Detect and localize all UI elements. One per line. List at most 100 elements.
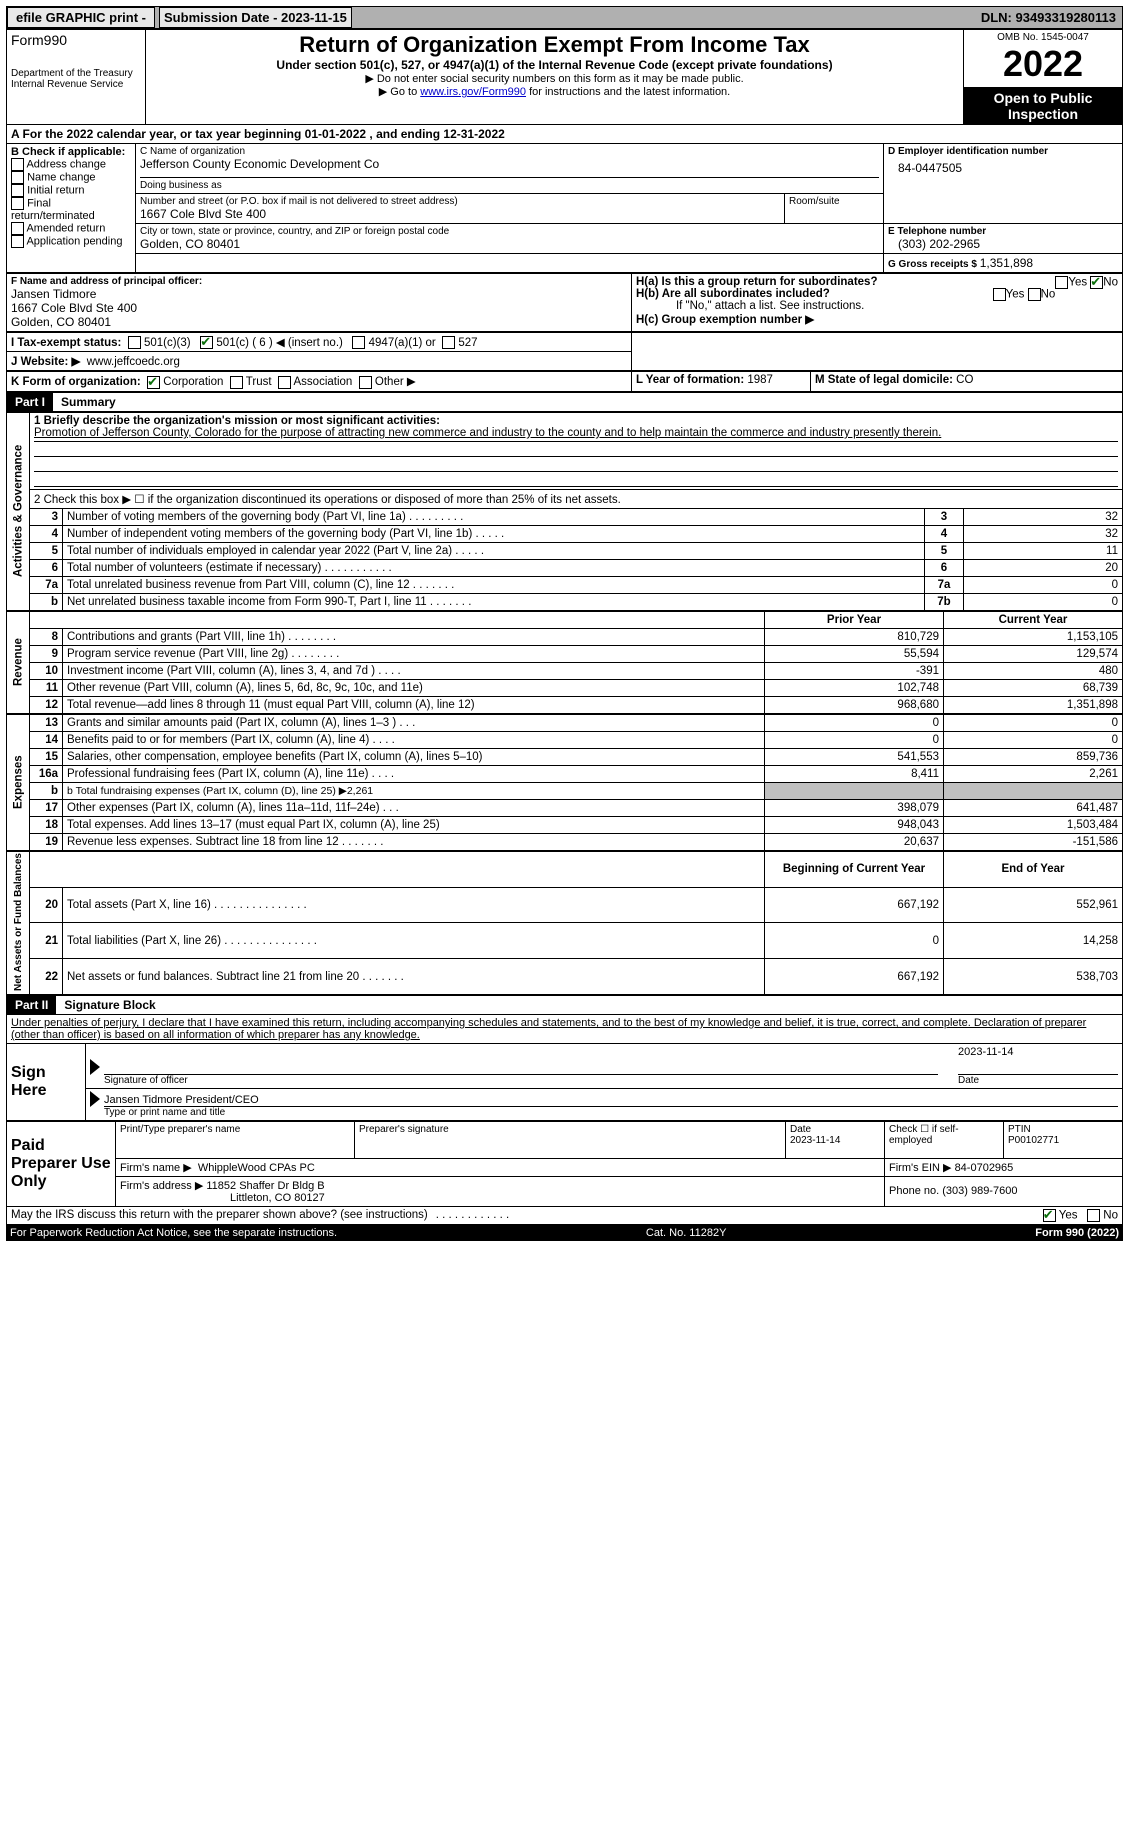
ln5-no: 5 [30, 542, 63, 559]
opt-name: Name change [27, 171, 96, 183]
state-domicile: CO [956, 374, 973, 386]
d-label: D Employer identification number [888, 146, 1118, 157]
e19-txt: Revenue less expenses. Subtract line 18 … [63, 833, 765, 850]
efile-button[interactable]: efile GRAPHIC print - [7, 7, 155, 28]
k-corp: Corporation [163, 376, 223, 388]
e13-cy: 0 [944, 714, 1123, 731]
check-trust[interactable] [230, 376, 243, 389]
year-formation: 1987 [747, 374, 773, 386]
vlabel-activities: Activities & Governance [7, 412, 30, 610]
check-501c[interactable] [200, 336, 213, 349]
check-527[interactable] [442, 336, 455, 349]
n21-cy: 14,258 [944, 923, 1123, 959]
n21-no: 21 [30, 923, 63, 959]
check-pending[interactable] [11, 235, 24, 248]
mission-text: Promotion of Jefferson County, Colorado … [34, 427, 1118, 442]
hb-yes-label: Yes [1006, 289, 1025, 301]
ln7a-val: 0 [964, 576, 1123, 593]
check-assoc[interactable] [278, 376, 291, 389]
dba-label: Doing business as [140, 177, 879, 191]
ptin: P00102771 [1008, 1135, 1059, 1146]
check-name-change[interactable] [11, 171, 24, 184]
gross-receipts: 1,351,898 [980, 256, 1033, 270]
ln3-val: 32 [964, 508, 1123, 525]
check-final[interactable] [11, 197, 24, 210]
c-name-label: C Name of organization [140, 146, 879, 157]
check-other[interactable] [359, 376, 372, 389]
irs-link[interactable]: www.irs.gov/Form990 [420, 86, 526, 98]
hc-label: H(c) Group exemption number ▶ [636, 312, 1118, 326]
r8-py: 810,729 [765, 628, 944, 645]
ln6-box: 6 [925, 559, 964, 576]
goto-pre: ▶ Go to [379, 86, 420, 98]
mission-blank2 [34, 457, 1118, 472]
b-label: B Check if applicable: [11, 146, 125, 158]
e13-no: 13 [30, 714, 63, 731]
e16a-py: 8,411 [765, 765, 944, 782]
room-label: Room/suite [789, 196, 879, 207]
goto-line: ▶ Go to www.irs.gov/Form990 for instruct… [150, 85, 959, 98]
check-4947[interactable] [352, 336, 365, 349]
e16b-cy [944, 782, 1123, 799]
sig-date: 2023-11-14 [958, 1046, 1118, 1075]
begin-year-header: Beginning of Current Year [765, 851, 944, 887]
discuss-no-check[interactable] [1087, 1209, 1100, 1222]
opt-pending: Application pending [26, 235, 122, 247]
ln6-no: 6 [30, 559, 63, 576]
end-year-header: End of Year [944, 851, 1123, 887]
entity-block: B Check if applicable: Address change Na… [6, 143, 1123, 273]
e16a-cy: 2,261 [944, 765, 1123, 782]
form-number: 990 [44, 32, 67, 48]
firm-ein-label: Firm's EIN ▶ [889, 1162, 952, 1174]
ha-no-label: No [1103, 277, 1118, 289]
ln7b-val: 0 [964, 593, 1123, 610]
check-address-change[interactable] [11, 158, 24, 171]
r10-no: 10 [30, 662, 63, 679]
preparer-block: Paid Preparer Use Only Print/Type prepar… [6, 1121, 1123, 1207]
n21-txt: Total liabilities (Part X, line 26) . . … [63, 923, 765, 959]
e19-py: 20,637 [765, 833, 944, 850]
e18-txt: Total expenses. Add lines 13–17 (must eq… [63, 816, 765, 833]
check-amended[interactable] [11, 222, 24, 235]
check-501c3[interactable] [128, 336, 141, 349]
r11-no: 11 [30, 679, 63, 696]
rev-head-blank [30, 611, 63, 628]
line-a: A For the 2022 calendar year, or tax yea… [6, 125, 1123, 143]
opt-amended: Amended return [26, 222, 105, 234]
ha-yes[interactable] [1055, 276, 1068, 289]
k-label: K Form of organization: [11, 376, 141, 388]
e15-py: 541,553 [765, 748, 944, 765]
form-title: Return of Organization Exempt From Incom… [150, 32, 959, 58]
street: 1667 Cole Blvd Ste 400 [140, 207, 780, 221]
h-a: H(a) Is this a group return for subordin… [636, 276, 1118, 288]
opt-initial: Initial return [27, 184, 84, 196]
footer-left: For Paperwork Reduction Act Notice, see … [10, 1227, 337, 1239]
check-initial[interactable] [11, 184, 24, 197]
under-section: Under section 501(c), 527, or 4947(a)(1)… [150, 58, 959, 72]
firm-ein: 84-0702965 [955, 1162, 1014, 1174]
n21-py: 0 [765, 923, 944, 959]
ln5-txt: Total number of individuals employed in … [63, 542, 925, 559]
check-corp[interactable] [147, 376, 160, 389]
officer-addr2: Golden, CO 80401 [11, 315, 627, 329]
discuss-yes-check[interactable] [1043, 1209, 1056, 1222]
hb-no[interactable] [1028, 288, 1041, 301]
sig-typed: Jansen Tidmore President/CEO [104, 1094, 1118, 1107]
firm-name: WhippleWood CPAs PC [198, 1162, 315, 1174]
goto-post: for instructions and the latest informat… [526, 86, 730, 98]
hb-yes[interactable] [993, 288, 1006, 301]
r11-cy: 68,739 [944, 679, 1123, 696]
ha-no[interactable] [1090, 276, 1103, 289]
sig-arrow-icon [90, 1059, 100, 1075]
open-inspection: Open to Public Inspection [964, 88, 1123, 125]
prep-date: 2023-11-14 [790, 1135, 840, 1146]
e18-no: 18 [30, 816, 63, 833]
activities-table: Activities & Governance 1 Briefly descri… [6, 412, 1123, 611]
vlabel-revenue: Revenue [7, 611, 30, 713]
n20-cy: 552,961 [944, 887, 1123, 923]
e17-txt: Other expenses (Part IX, column (A), lin… [63, 799, 765, 816]
r12-cy: 1,351,898 [944, 696, 1123, 713]
prior-year-header: Prior Year [765, 611, 944, 628]
e15-txt: Salaries, other compensation, employee b… [63, 748, 765, 765]
mission-blank3 [34, 472, 1118, 487]
